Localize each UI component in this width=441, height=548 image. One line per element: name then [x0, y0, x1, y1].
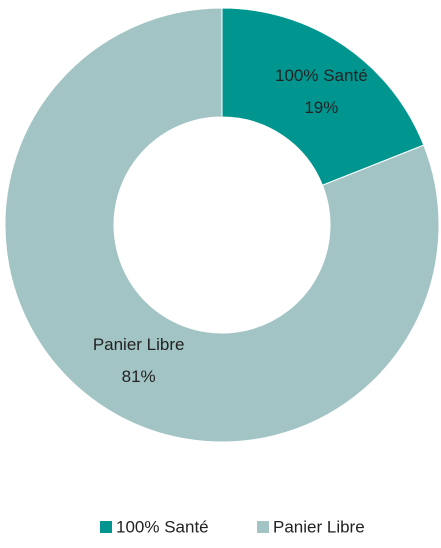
slice-label: Panier Libre — [93, 335, 185, 354]
slice-value-label: 19% — [304, 98, 338, 117]
legend-label: Panier Libre — [273, 517, 365, 536]
slice-value-label: 81% — [122, 367, 156, 386]
slice — [221, 7, 425, 186]
slice — [4, 7, 440, 443]
slice-label: 100% Santé — [275, 66, 368, 85]
legend-swatch — [257, 521, 269, 533]
legend-swatch — [100, 521, 112, 533]
legend-label: 100% Santé — [116, 517, 209, 536]
